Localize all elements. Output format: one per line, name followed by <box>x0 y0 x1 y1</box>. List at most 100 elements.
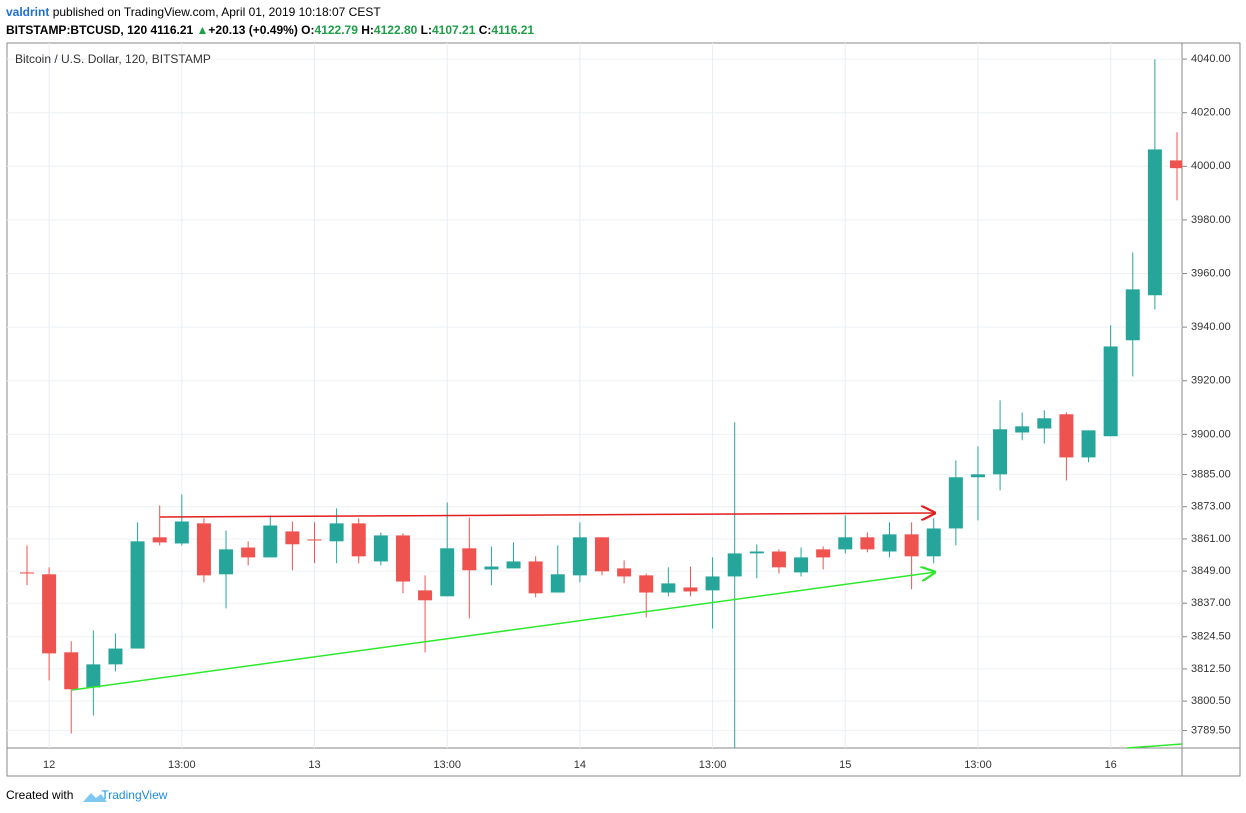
x-tick-label: 12 <box>43 759 55 771</box>
candle-body <box>727 553 742 577</box>
candle-body <box>572 537 587 576</box>
candle-body <box>1059 414 1074 458</box>
candle-body <box>595 537 609 572</box>
candle-body <box>639 575 654 593</box>
candle-body <box>130 541 145 649</box>
candle-body <box>771 551 786 568</box>
x-tick-label: 13:00 <box>699 759 727 771</box>
y-tick-label: 3980.00 <box>1191 214 1231 226</box>
published: published on TradingView.com, April 01, … <box>52 5 381 19</box>
y-tick-label: 3800.50 <box>1191 695 1231 707</box>
y-tick-label: 3960.00 <box>1191 267 1231 279</box>
brand[interactable]: TradingView <box>101 788 168 802</box>
candle-body <box>395 535 410 582</box>
candle-body <box>108 648 123 665</box>
y-tick-label: 4040.00 <box>1191 53 1231 65</box>
l: 4107.21 <box>431 23 476 37</box>
candle-body <box>174 521 189 544</box>
x-tick-label: 14 <box>574 759 586 771</box>
last: 4116.21 <box>150 23 194 37</box>
candle-body <box>373 535 388 562</box>
candle-body <box>42 574 57 654</box>
candle-body <box>1081 430 1096 458</box>
y-tick-label: 3849.00 <box>1191 565 1231 577</box>
candle-body <box>1103 346 1118 437</box>
candle-body <box>838 537 853 550</box>
y-tick-label: 3885.00 <box>1191 468 1231 480</box>
y-tick-label: 3920.00 <box>1191 375 1231 387</box>
y-tick-label: 3789.50 <box>1191 724 1231 736</box>
candle-body <box>550 574 565 593</box>
frame <box>6 42 1241 777</box>
candle-body <box>948 477 963 529</box>
candle-body <box>86 664 101 688</box>
candle-body <box>351 523 366 557</box>
resistance-line <box>159 513 936 517</box>
candle-body <box>1037 418 1052 429</box>
footer: Created with TradingView <box>6 788 167 802</box>
y-tick-label: 3837.00 <box>1191 597 1231 609</box>
candle-body <box>152 537 167 543</box>
candle-body <box>926 528 941 557</box>
trend-line <box>1126 743 1183 749</box>
candle-body <box>617 568 632 577</box>
c: 4116.21 <box>491 23 535 37</box>
x-tick-label: 13 <box>308 759 320 771</box>
chart-title: Bitcoin / U.S. Dollar, 120, BITSTAMP <box>15 52 211 66</box>
candle-body <box>683 587 698 592</box>
candle-body <box>418 590 433 601</box>
candle-body <box>440 548 455 597</box>
o-label: O: <box>301 23 315 37</box>
c-label: C: <box>478 23 492 37</box>
candle-body <box>661 583 676 593</box>
candle-body <box>749 551 764 554</box>
candle-body <box>307 539 322 541</box>
y-tick-label: 4020.00 <box>1191 107 1231 119</box>
candle-body <box>904 534 919 557</box>
candle-body <box>285 531 300 545</box>
candle-body <box>241 547 256 558</box>
candle-body <box>860 537 875 550</box>
candle-body <box>506 561 521 569</box>
candle-body <box>20 572 34 574</box>
y-tick-label: 3900.00 <box>1191 428 1231 440</box>
y-tick-label: 3873.00 <box>1191 501 1231 513</box>
tv-logo <box>83 793 107 802</box>
candle-body <box>219 549 234 575</box>
candle-body <box>794 557 809 573</box>
x-tick-label: 15 <box>839 759 851 771</box>
candle-body <box>528 561 543 594</box>
x-tick-label: 13:00 <box>168 759 196 771</box>
h: 4122.80 <box>373 23 418 37</box>
candle-body <box>1015 426 1030 433</box>
author[interactable]: valdrint <box>6 5 50 19</box>
candle-body <box>64 652 79 690</box>
candle-body <box>1170 160 1182 169</box>
y-tick-label: 3824.50 <box>1191 631 1231 643</box>
candle-body <box>329 523 344 542</box>
candle-body <box>970 474 985 478</box>
candle-body <box>705 576 720 591</box>
created: Created with <box>6 788 74 802</box>
candle-body <box>1125 289 1140 341</box>
candle-body <box>993 429 1008 475</box>
x-tick-label: 13:00 <box>964 759 992 771</box>
candle-body <box>462 548 477 571</box>
x-tick-label: 13:00 <box>433 759 461 771</box>
y-tick-label: 3940.00 <box>1191 321 1231 333</box>
candle-body <box>263 525 278 558</box>
h-label: H: <box>361 23 374 37</box>
quote-line: BITSTAMP:BTCUSD, 120 4116.21 ▲+20.13 (+0… <box>6 23 534 37</box>
candle-body <box>882 534 897 552</box>
o: 4122.79 <box>314 23 358 37</box>
candle-body <box>816 549 831 558</box>
candle-body <box>484 566 499 570</box>
y-tick-label: 3812.50 <box>1191 663 1231 675</box>
publish-line: valdrint published on TradingView.com, A… <box>6 5 381 19</box>
change: +20.13 (+0.49%) <box>208 23 298 37</box>
candle-body <box>196 523 211 576</box>
l-label: L: <box>420 23 432 37</box>
y-tick-label: 3861.00 <box>1191 533 1231 545</box>
